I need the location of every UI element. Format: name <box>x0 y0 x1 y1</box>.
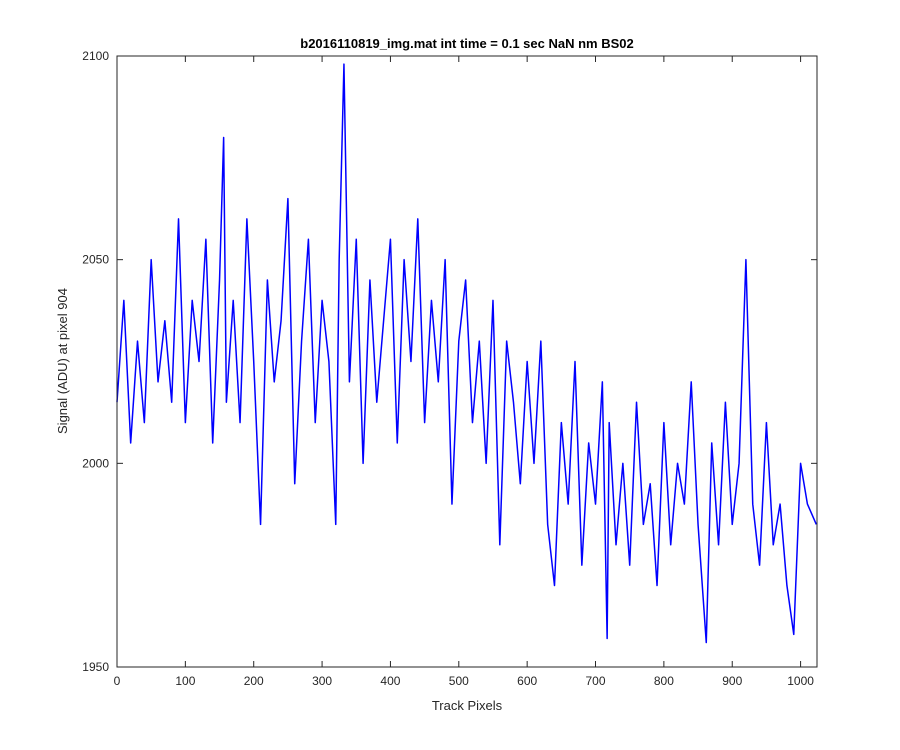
y-tick-label-0: 1950 <box>82 660 109 674</box>
x-axis-label: Track Pixels <box>432 698 503 713</box>
axes-frame <box>116 55 818 668</box>
plot-area <box>117 56 817 667</box>
x-tick-label-10: 1000 <box>787 674 814 688</box>
x-ticks: 0 100 200 300 400 500 600 700 800 900 1000 <box>114 56 814 688</box>
chart-title: b2016110819_img.mat int time = 0.1 sec N… <box>300 36 633 51</box>
y-tick-label-2: 2050 <box>82 253 109 267</box>
x-tick-label-5: 500 <box>449 674 469 688</box>
x-tick-label-2: 200 <box>244 674 264 688</box>
y-ticks: 1950 2000 2050 2100 <box>82 49 817 674</box>
x-tick-label-1: 100 <box>175 674 195 688</box>
series-layer <box>116 63 818 644</box>
y-axis-label: Signal (ADU) at pixel 904 <box>55 288 70 434</box>
x-tick-label-8: 800 <box>654 674 674 688</box>
x-tick-label-6: 600 <box>517 674 537 688</box>
x-tick-label-4: 400 <box>380 674 400 688</box>
x-tick-label-9: 900 <box>722 674 742 688</box>
y-tick-label-1: 2000 <box>82 456 109 470</box>
x-tick-label-0: 0 <box>114 674 121 688</box>
series-line-0 <box>116 63 818 644</box>
y-tick-label-3: 2100 <box>82 49 109 63</box>
x-tick-label-3: 300 <box>312 674 332 688</box>
x-tick-label-7: 700 <box>586 674 606 688</box>
